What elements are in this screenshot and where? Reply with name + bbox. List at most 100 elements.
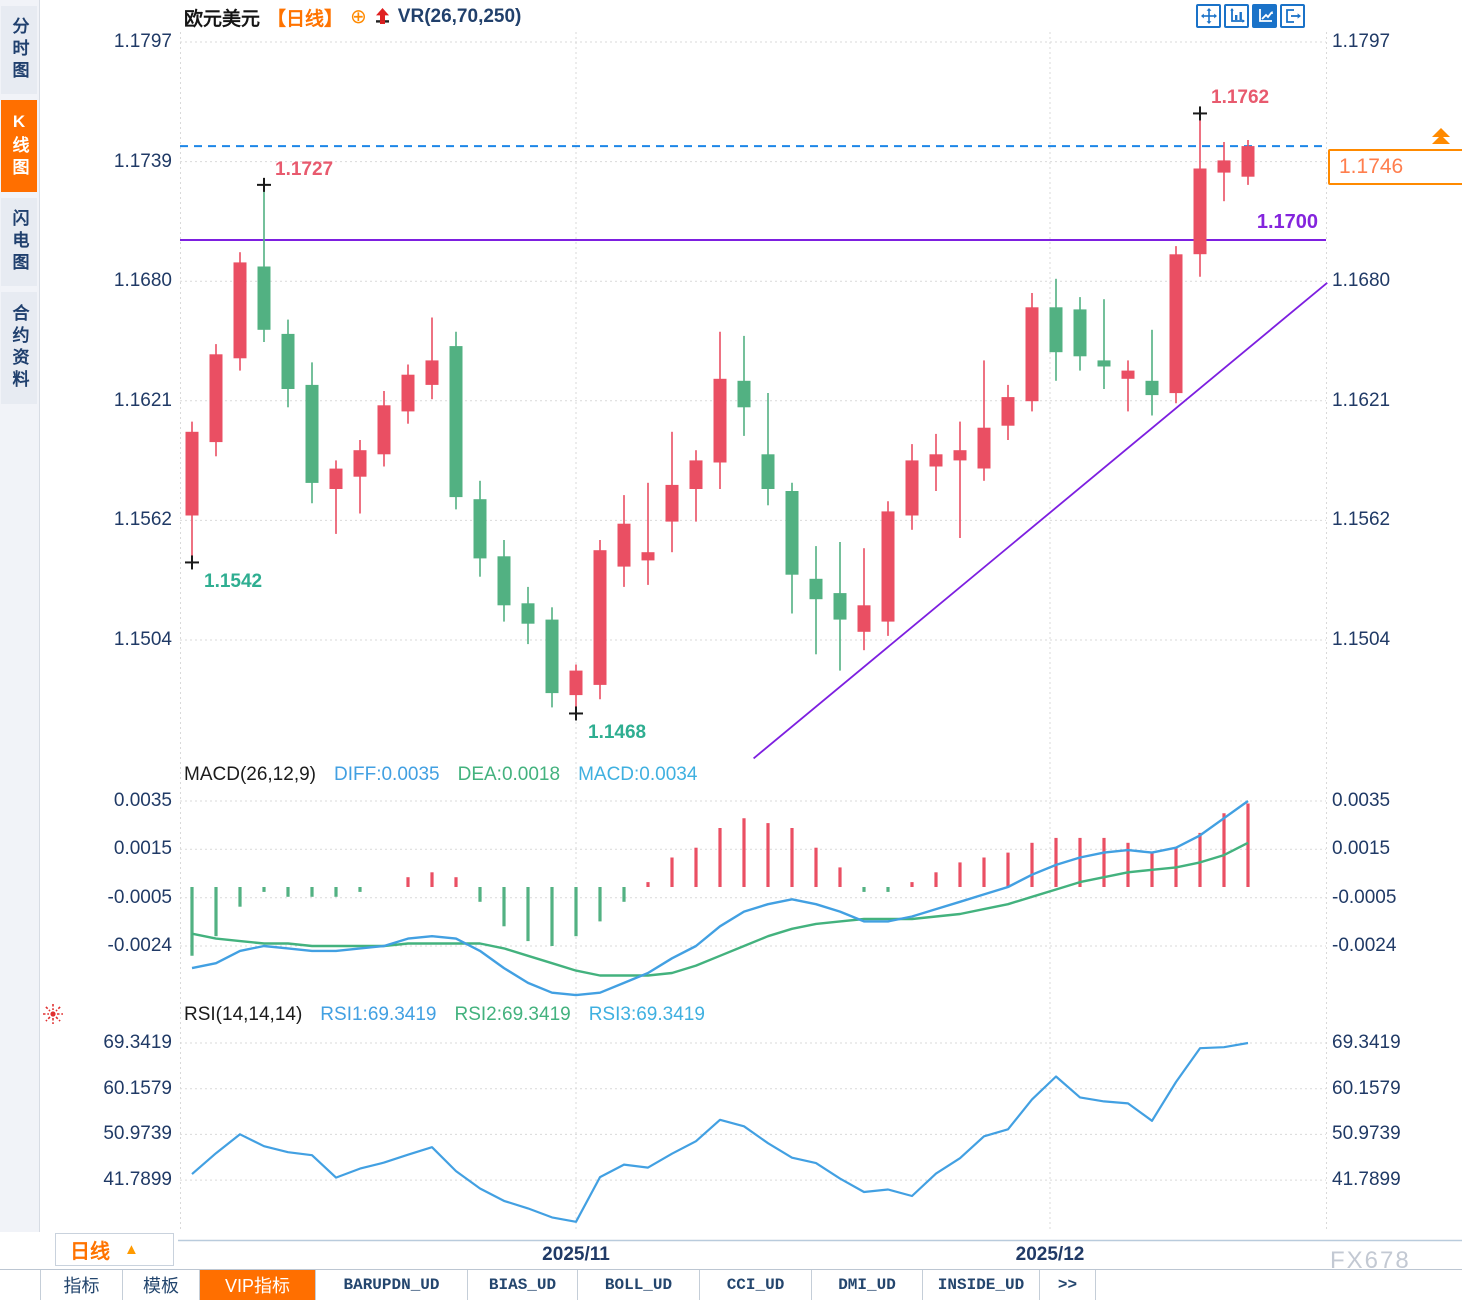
candle [881,511,895,622]
y-axis-label: 1.1680 [1332,270,1391,291]
candle [1025,307,1039,402]
candle [665,484,679,522]
rsi-line [191,1041,1249,1223]
macd-axis-label: 0.0035 [1332,790,1391,811]
macd-lines [191,800,1249,997]
macd-axis-label: 0.0035 [113,790,172,811]
y-axis-label: 1.1680 [113,270,172,291]
x-axis-label: 2025/11 [542,1244,610,1265]
candle [593,550,607,685]
bottom-tab-insideud[interactable]: INSIDE_UD [923,1270,1040,1300]
symbol-name: 欧元美元 [184,8,261,30]
sidebar: 分时图 K线图闪电图合约资料 [0,0,40,1232]
candle [689,460,703,489]
y-axis-label: 1.1621 [113,390,172,411]
candle [833,593,847,620]
bottom-tab-cciud[interactable]: CCI_UD [700,1270,812,1300]
period-selector-label: 日线 [70,1241,110,1263]
rsi-axis-label: 69.3419 [1332,1032,1401,1053]
candle [1241,146,1255,177]
sun-icon[interactable] [42,1003,64,1025]
exit-icon[interactable] [1280,4,1305,28]
candle [617,523,631,567]
candle [929,454,943,467]
candle [305,384,319,483]
macd-histogram [190,803,1250,956]
sidebar-tab-3[interactable]: 闪电图 [1,198,37,286]
bottom-tab-[interactable]: 模板 [123,1270,200,1300]
candle [1169,254,1183,394]
bottom-tab-[interactable]: 指标 [40,1270,123,1300]
candle [1193,168,1207,255]
candle [1073,309,1087,357]
circle-plus-icon[interactable]: ⊕ [350,6,367,28]
rsi-legend: RSI(14,14,14) RSI1:69.3419 RSI2:69.3419 RS… [184,1004,705,1026]
rsi-axis-label: 50.9739 [1332,1123,1401,1144]
candle [401,374,415,412]
chart-toolbar [1196,4,1305,28]
candle [281,333,295,389]
bottom-tab-dmiud[interactable]: DMI_UD [812,1270,923,1300]
rsi-axis-label: 50.9739 [103,1123,172,1144]
sidebar-tab-4[interactable]: 合约资料 [1,292,37,404]
macd-legend-value-3: MACD:0.0034 [578,764,698,785]
candle [1145,380,1159,396]
y-axis-label: 1.1739 [113,151,172,172]
bottom-tab-biasud[interactable]: BIAS_UD [468,1270,578,1300]
candle [545,619,559,694]
red-up-arrow-icon [375,7,389,24]
bottom-tab->>[interactable]: >> [1040,1270,1096,1300]
chart-canvas[interactable] [0,0,1462,1268]
extreme-markers [185,106,1207,721]
candle [521,603,535,624]
price-up-arrow-icon [1432,128,1450,144]
candle [1121,370,1135,379]
candle [953,450,967,461]
rsi-axis-label: 41.7899 [1332,1169,1401,1190]
current-price-box: 1.1746 [1328,149,1462,185]
bottom-tab-barupdnud[interactable]: BARUPDN_UD [316,1270,468,1300]
candle [233,262,247,359]
indicator-name: VR(26,70,250) [397,6,522,27]
candle [449,346,463,498]
candle [1049,307,1063,353]
macd-legend: MACD(26,12,9) DIFF:0.0035 DEA:0.0018 MACD:… [184,764,697,786]
macd-params: MACD(26,12,9) [184,764,316,785]
macd-axis-label: -0.0024 [1332,935,1397,956]
rsi-axis-label: 41.7899 [103,1169,172,1190]
triangle-up-icon: ▲ [124,1241,139,1258]
trendline [753,282,1328,760]
macd-axis-label: -0.0005 [1332,887,1397,908]
overlay-lines [180,145,1328,760]
low-price-label: 1.1542 [204,571,263,592]
bottom-tab-bollud[interactable]: BOLL_UD [578,1270,700,1300]
chart-title: 欧元美元 【日线】 ⊕ VR(26,70,250) [184,4,521,30]
candles[interactable] [185,113,1255,714]
period-selector-button[interactable]: 日线 ▲ [55,1233,174,1266]
candle [1217,160,1231,173]
y-axis-label: 1.1562 [1332,509,1391,530]
period-tag: 【日线】 [267,8,344,30]
y-axis-label: 1.1504 [113,629,172,650]
indicator-tab-bar: 指标 模板 VIP指标 BARUPDN_UD BIAS_UD BOLL_UD CCI_UD D… [0,1269,1462,1300]
support-price-label: 1.1700 [1256,211,1318,233]
candle [1097,360,1111,367]
high-price-label: 1.1762 [1211,87,1270,108]
candle [209,354,223,443]
candle [737,380,751,408]
high-price-label: 1.1727 [275,159,334,180]
candle [329,468,343,489]
macd-legend-value-1: DIFF:0.0035 [334,764,440,785]
macd-axis-label: 0.0015 [113,838,172,859]
bottom-tab-vip[interactable]: VIP指标 [200,1270,316,1300]
candle [473,499,487,559]
axis-chart-icon[interactable] [1224,4,1249,28]
active-chart-icon[interactable] [1252,4,1277,28]
sidebar-tab-1[interactable]: 分时图 [1,6,37,94]
macd-legend-value-2: DEA:0.0018 [457,764,561,785]
sidebar-tab-2[interactable]: K线图 [1,100,37,192]
move-icon[interactable] [1196,4,1221,28]
rsi-legend-value-1: RSI1:69.3419 [320,1004,437,1025]
candle [905,460,919,516]
y-axis-label: 1.1562 [113,509,172,530]
